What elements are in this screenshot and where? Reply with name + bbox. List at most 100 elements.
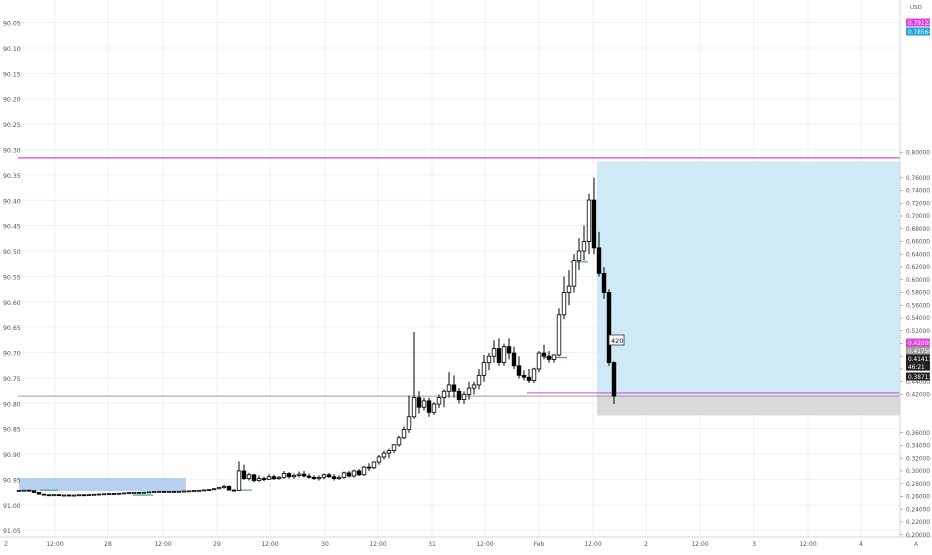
candle — [126, 492, 132, 495]
quantity-box — [608, 334, 625, 346]
candle — [241, 464, 247, 480]
candle-body — [186, 490, 192, 493]
candle — [76, 494, 82, 497]
candle-body — [136, 491, 142, 494]
right-tick-label: 0.70000 — [906, 214, 930, 220]
left-tick-label: 90.40 — [3, 198, 21, 205]
candle-body — [226, 485, 232, 491]
candle-body — [286, 473, 292, 478]
candle — [256, 475, 262, 482]
right-tick-label: 0.54000 — [906, 316, 930, 322]
candle — [326, 472, 332, 478]
candle-body — [456, 390, 462, 400]
candle-body — [221, 485, 227, 488]
price-label-bg — [906, 362, 930, 371]
time-axis[interactable]: 12:00 28 12:00 29 12:00 30 12:00 31 12:00 Feb 12:0… — [4, 541, 919, 548]
auto-scale-button[interactable]: A — [914, 541, 919, 548]
candle — [556, 308, 562, 357]
timezone-button[interactable]: Z — [4, 541, 8, 548]
candle-body — [516, 365, 522, 376]
candle — [596, 231, 602, 277]
candle — [286, 472, 292, 479]
candle — [431, 402, 437, 415]
candle — [386, 448, 392, 459]
candle-body — [291, 475, 297, 478]
candle-body — [306, 475, 312, 478]
candle-body — [341, 472, 347, 478]
right-axis[interactable]: USD0.800000.760000.740000.720000.700000.… — [900, 5, 930, 539]
candle-body — [526, 376, 532, 381]
right-tick-label: 0.58000 — [906, 291, 930, 297]
candle — [341, 471, 347, 479]
candle — [441, 389, 447, 408]
candle-body — [561, 292, 567, 316]
candle — [141, 491, 147, 494]
candle-body — [271, 476, 277, 480]
candle-body — [466, 387, 472, 395]
left-tick-label: 90.90 — [3, 452, 21, 459]
profit-zone[interactable] — [597, 161, 900, 395]
candle-body — [31, 490, 37, 493]
candle-body — [331, 476, 337, 480]
left-tick-label: 90.05 — [3, 21, 21, 28]
position-quantity-label[interactable]: 420 — [608, 334, 625, 346]
candle — [331, 474, 337, 481]
right-tick-label: 0.26000 — [906, 495, 930, 501]
candle — [351, 469, 357, 478]
candle — [66, 494, 72, 497]
stop-zone[interactable] — [597, 394, 900, 416]
left-tick-label: 90.65 — [3, 325, 21, 332]
candle — [296, 471, 302, 478]
time-tick-label: 12:00 — [46, 541, 63, 548]
range-box[interactable] — [19, 478, 186, 491]
candle-body — [371, 461, 377, 469]
candle-body — [316, 476, 322, 480]
candle-body — [41, 493, 47, 496]
candle-body — [586, 199, 592, 242]
price-label: 0.38711 — [906, 372, 932, 381]
candle-body — [276, 476, 282, 480]
candle — [521, 370, 527, 381]
candle — [301, 470, 307, 478]
left-tick-label: 90.75 — [3, 376, 21, 383]
candle-body — [211, 488, 217, 491]
candle-body — [326, 474, 332, 478]
candle — [246, 472, 252, 481]
candle-body — [91, 493, 97, 496]
candle — [21, 489, 27, 492]
candle — [531, 367, 537, 383]
price-label-text: 0.42000 — [908, 341, 932, 347]
candle — [361, 465, 367, 477]
candle — [481, 354, 487, 382]
candle — [456, 388, 462, 404]
candle — [506, 338, 512, 360]
candle-body — [161, 490, 167, 493]
annotations: 420 — [608, 334, 625, 346]
candle — [201, 489, 207, 492]
candle-body — [606, 292, 612, 364]
candle-body — [46, 494, 52, 497]
candle — [551, 354, 557, 363]
right-tick-label: 0.24000 — [906, 507, 930, 513]
candle-body — [451, 384, 457, 392]
candle — [336, 475, 342, 480]
candle-body — [546, 355, 552, 360]
candle-body — [356, 470, 362, 476]
candle-body — [481, 362, 487, 376]
candle — [81, 494, 87, 497]
candle-body — [96, 493, 102, 496]
candle — [206, 489, 212, 491]
candle — [186, 490, 192, 493]
time-tick-label: 3 — [752, 541, 756, 548]
candle — [451, 375, 457, 398]
candle — [231, 489, 237, 492]
candle — [381, 450, 387, 460]
right-tick-label: 0.20000 — [906, 533, 930, 539]
candle-body — [21, 489, 27, 492]
price-label-text: 0.79122 — [908, 21, 932, 27]
right-tick-label: 0.64000 — [906, 252, 930, 258]
candle — [171, 490, 177, 493]
time-tick-label: 12:00 — [799, 541, 816, 548]
left-tick-label: 91.00 — [3, 503, 21, 510]
